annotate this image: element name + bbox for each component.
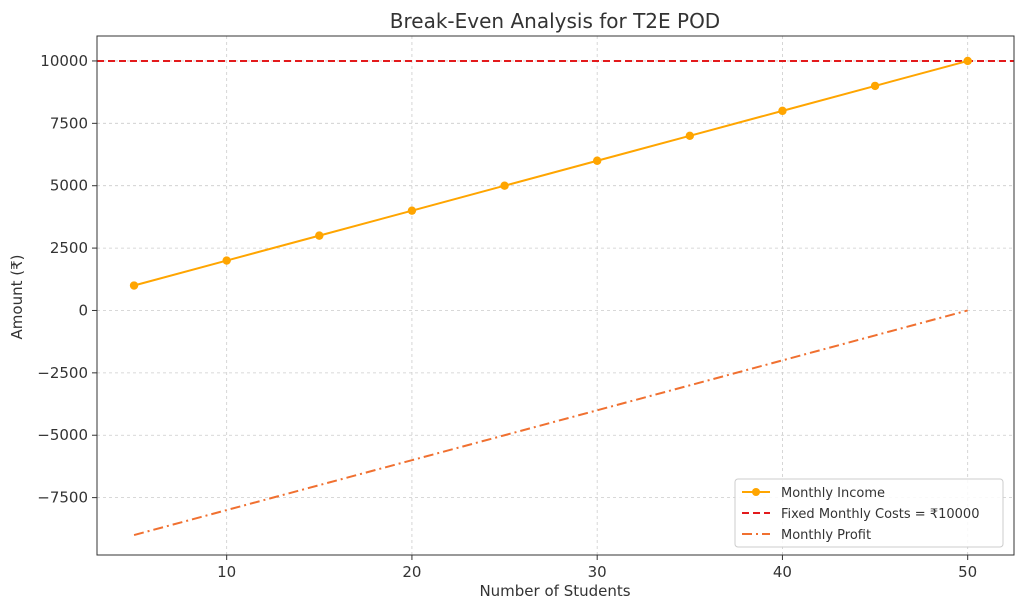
legend-marker <box>752 488 760 496</box>
x-tick-label: 40 <box>773 563 792 581</box>
y-axis-label: Amount (₹) <box>8 255 26 340</box>
monthly-income-point <box>963 56 972 66</box>
y-axis: −7500 −5000 −2500 0 2500 5000 7500 10000 <box>37 52 97 507</box>
y-tick-label: −7500 <box>37 489 88 507</box>
x-tick-label: 10 <box>217 563 236 581</box>
monthly-profit-line <box>133 309 968 537</box>
monthly-income-point <box>592 156 602 165</box>
grid <box>97 36 1014 555</box>
monthly-income-point <box>129 281 139 290</box>
monthly-income-line <box>133 59 968 287</box>
legend-label: Fixed Monthly Costs = ₹10000 <box>781 507 979 522</box>
monthly-income-point <box>778 106 787 116</box>
x-axis: 10 20 30 40 50 <box>217 555 977 581</box>
plot-area <box>97 56 1014 537</box>
x-tick-label: 20 <box>402 563 421 581</box>
y-tick-label: 10000 <box>40 52 88 70</box>
x-axis-label: Number of Students <box>479 582 630 600</box>
x-tick-label: 50 <box>958 563 977 581</box>
legend-label: Monthly Profit <box>781 528 871 543</box>
monthly-income-point <box>500 181 509 190</box>
y-tick-label: 7500 <box>50 114 88 132</box>
chart-title: Break-Even Analysis for T2E POD <box>390 9 720 33</box>
x-tick-label: 30 <box>588 563 607 581</box>
y-tick-label: −2500 <box>37 364 88 382</box>
monthly-income-point <box>315 231 324 240</box>
monthly-income-point <box>870 81 880 91</box>
legend-label: Monthly Income <box>781 486 885 501</box>
monthly-income-point <box>685 131 695 141</box>
monthly-income-point <box>222 256 231 265</box>
legend-box <box>734 478 1004 548</box>
legend: Monthly Income Fixed Monthly Costs = ₹100… <box>734 478 1004 548</box>
y-tick-label: 0 <box>78 301 88 319</box>
monthly-income-point <box>407 206 417 215</box>
y-tick-label: 5000 <box>50 177 88 195</box>
y-tick-label: 2500 <box>50 239 88 257</box>
plot-frame <box>96 35 1015 556</box>
y-tick-label: −5000 <box>37 426 88 444</box>
